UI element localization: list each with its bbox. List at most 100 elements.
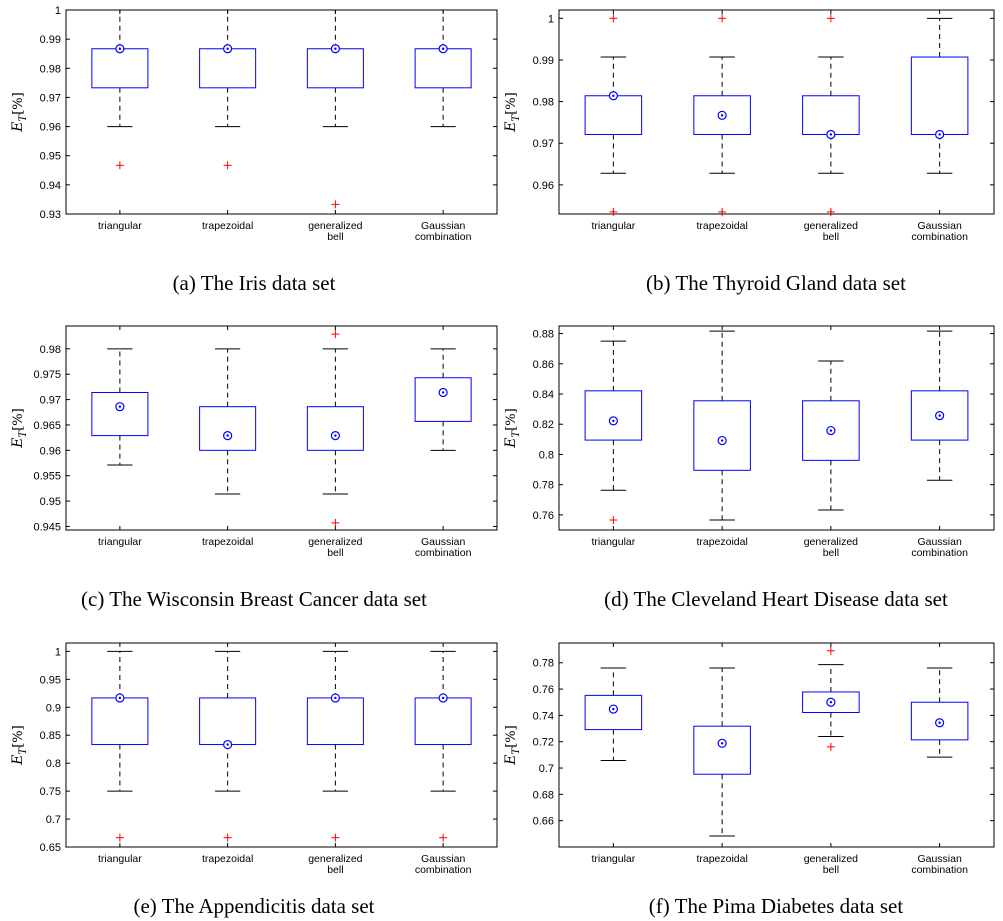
x-category-label: combination (911, 547, 968, 559)
y-tick-label: 0.88 (533, 329, 554, 341)
panel-caption: (d) The Cleveland Heart Disease data set (604, 587, 948, 611)
outlier-marker (115, 161, 124, 170)
box-iqr (910, 390, 969, 441)
y-axis-label: ET[%] (503, 725, 522, 765)
x-category-label: bell (823, 231, 839, 243)
box-2 (306, 650, 364, 842)
x-category-label: bell (327, 547, 343, 559)
box-iqr (199, 406, 257, 451)
box-1 (693, 330, 751, 521)
box-iqr (802, 691, 860, 713)
x-category-label: trapezoidal (202, 536, 253, 548)
x-category-label: bell (327, 864, 343, 876)
y-tick-label: 0.74 (533, 710, 554, 722)
y-tick-label: 0.86 (533, 359, 554, 371)
outlier-marker (826, 742, 835, 751)
box-1 (199, 348, 257, 495)
median-dot (226, 434, 229, 437)
box-iqr (910, 701, 969, 741)
y-tick-label: 0.65 (40, 842, 61, 854)
median-dot (612, 419, 615, 423)
x-category-label: Gaussian (421, 220, 466, 232)
y-tick-label: 0.97 (40, 395, 61, 407)
y-tick-label: 1 (548, 13, 554, 25)
y-tick-label: 0.78 (533, 480, 554, 492)
x-category-label: generalized (308, 220, 362, 232)
y-tick-label: 0.72 (533, 737, 554, 749)
x-category-label: trapezoidal (696, 220, 747, 232)
box-0 (584, 667, 643, 762)
plot-frame (65, 9, 498, 215)
median-dot (829, 701, 833, 704)
x-category-label: generalized (308, 853, 362, 865)
box-3 (910, 17, 969, 174)
box-iqr (802, 95, 860, 135)
y-axis-label: ET[%] (503, 92, 522, 132)
chart-panel-4: 0.65 0.7 0.75 0.8 0.85 0.9 0.95 1 triangular trap… (10, 642, 498, 918)
box-2 (802, 14, 860, 216)
box-iqr (414, 697, 472, 746)
y-tick-label: 0.94 (40, 180, 61, 192)
box-iqr (802, 400, 860, 461)
panel-caption: (f) The Pima Diabetes data set (649, 894, 904, 918)
y-tick-label: 0.85 (40, 730, 61, 742)
y-tick-label: 0.68 (533, 789, 554, 801)
box-1 (693, 14, 751, 216)
y-tick-label: 0.82 (533, 419, 554, 431)
x-category-label: triangular (591, 853, 635, 865)
box-iqr (910, 56, 969, 135)
box-2 (802, 360, 860, 511)
box-iqr (693, 95, 751, 135)
median-dot (829, 429, 833, 432)
median-dot (118, 405, 122, 408)
box-0 (91, 348, 149, 466)
y-axis-label: ET[%] (10, 408, 29, 448)
y-tick-label: 0.7 (46, 814, 61, 826)
box-iqr (414, 377, 472, 422)
x-category-label: trapezoidal (696, 536, 747, 548)
x-category-label: generalized (804, 220, 858, 232)
y-tick-label: 0.98 (533, 97, 554, 109)
y-tick-label: 0.98 (40, 344, 61, 356)
box-iqr (91, 697, 149, 746)
x-category-label: generalized (804, 536, 858, 548)
x-category-label: trapezoidal (202, 853, 253, 865)
box-1 (199, 650, 257, 842)
box-iqr (693, 725, 751, 775)
y-tick-label: 0.7 (539, 763, 554, 775)
y-tick-label: 0.955 (33, 471, 61, 483)
y-tick-label: 0.96 (40, 122, 61, 134)
y-tick-label: 0.96 (533, 180, 554, 192)
median-dot (720, 439, 724, 442)
y-tick-label: 0.99 (40, 34, 61, 46)
box-iqr (306, 697, 364, 746)
outlier-marker (609, 207, 618, 216)
y-tick-label: 0.76 (533, 510, 554, 522)
median-dot (226, 743, 229, 746)
box-0 (584, 340, 643, 525)
median-dot (334, 434, 337, 437)
outlier-marker (439, 833, 448, 842)
y-tick-label: 0.66 (533, 816, 554, 828)
x-category-label: generalized (308, 536, 362, 548)
outlier-marker (223, 161, 232, 170)
y-tick-label: 0.93 (40, 209, 61, 221)
box-iqr (693, 400, 751, 471)
x-category-label: combination (911, 231, 968, 243)
y-tick-label: 0.75 (40, 786, 61, 798)
box-iqr (584, 694, 643, 731)
y-tick-label: 0.84 (533, 389, 554, 401)
x-category-label: bell (823, 547, 839, 559)
y-tick-label: 0.945 (33, 521, 61, 533)
panel-caption: (b) The Thyroid Gland data set (646, 271, 906, 295)
panel-caption: (c) The Wisconsin Breast Cancer data set (81, 587, 427, 611)
y-tick-label: 0.9 (46, 702, 61, 714)
box-2 (802, 646, 860, 751)
chart-panel-5: 0.66 0.68 0.7 0.72 0.74 0.76 0.78 triangular tra… (503, 642, 995, 918)
y-tick-label: 0.97 (533, 138, 554, 150)
y-tick-label: 0.96 (40, 445, 61, 457)
outlier-marker (826, 14, 835, 23)
outlier-marker (331, 200, 340, 209)
x-category-label: combination (415, 231, 472, 243)
